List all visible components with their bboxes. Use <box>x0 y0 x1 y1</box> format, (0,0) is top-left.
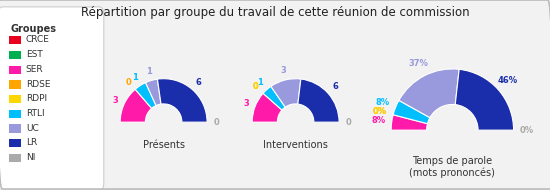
Wedge shape <box>263 86 285 110</box>
Text: RTLI: RTLI <box>26 109 45 118</box>
Text: 3: 3 <box>280 66 286 75</box>
Text: Temps de parole
(mots prononcés): Temps de parole (mots prononcés) <box>409 156 496 178</box>
Text: 0%: 0% <box>373 107 387 116</box>
Text: 0: 0 <box>126 78 132 87</box>
Text: RDPI: RDPI <box>26 94 47 103</box>
Text: Répartition par groupe du travail de cette réunion de commission: Répartition par groupe du travail de cet… <box>81 6 469 19</box>
Text: Interventions: Interventions <box>263 140 328 150</box>
FancyBboxPatch shape <box>8 110 21 118</box>
Text: 3: 3 <box>243 99 249 108</box>
Wedge shape <box>399 69 459 118</box>
Text: Présents: Présents <box>142 140 185 150</box>
Text: 0: 0 <box>346 118 351 127</box>
Wedge shape <box>120 89 152 122</box>
FancyBboxPatch shape <box>8 66 21 74</box>
Text: 0: 0 <box>214 118 219 127</box>
Text: RDSE: RDSE <box>26 80 51 89</box>
Wedge shape <box>271 79 301 107</box>
Text: 46%: 46% <box>498 76 518 85</box>
FancyBboxPatch shape <box>8 51 21 59</box>
Wedge shape <box>252 93 282 122</box>
Text: 0%: 0% <box>373 107 387 116</box>
FancyBboxPatch shape <box>0 7 104 190</box>
Text: 1: 1 <box>146 67 152 76</box>
Text: LR: LR <box>26 139 37 147</box>
FancyBboxPatch shape <box>8 80 21 89</box>
Text: UC: UC <box>26 124 39 133</box>
Text: Groupes: Groupes <box>10 24 57 34</box>
Text: 0: 0 <box>253 82 259 92</box>
Text: 8%: 8% <box>376 98 390 107</box>
FancyBboxPatch shape <box>8 154 21 162</box>
Text: 3: 3 <box>113 96 118 105</box>
Text: NI: NI <box>26 153 35 162</box>
Wedge shape <box>146 79 161 106</box>
Text: 1: 1 <box>257 78 263 87</box>
Text: EST: EST <box>26 50 42 59</box>
Wedge shape <box>391 115 427 130</box>
Text: 8%: 8% <box>371 116 386 125</box>
Text: 6: 6 <box>195 78 201 87</box>
Text: 6: 6 <box>332 82 338 92</box>
FancyBboxPatch shape <box>8 36 21 44</box>
Wedge shape <box>298 79 339 122</box>
Wedge shape <box>393 100 430 124</box>
Text: 37%: 37% <box>408 59 428 68</box>
FancyBboxPatch shape <box>8 139 21 147</box>
Text: 0%: 0% <box>520 126 534 135</box>
Text: 1: 1 <box>132 73 138 82</box>
Wedge shape <box>157 79 207 122</box>
Wedge shape <box>135 83 156 108</box>
Text: CRCE: CRCE <box>26 36 50 44</box>
Text: 0: 0 <box>253 82 259 92</box>
Wedge shape <box>455 69 514 130</box>
FancyBboxPatch shape <box>8 95 21 103</box>
FancyBboxPatch shape <box>8 124 21 133</box>
Text: SER: SER <box>26 65 43 74</box>
